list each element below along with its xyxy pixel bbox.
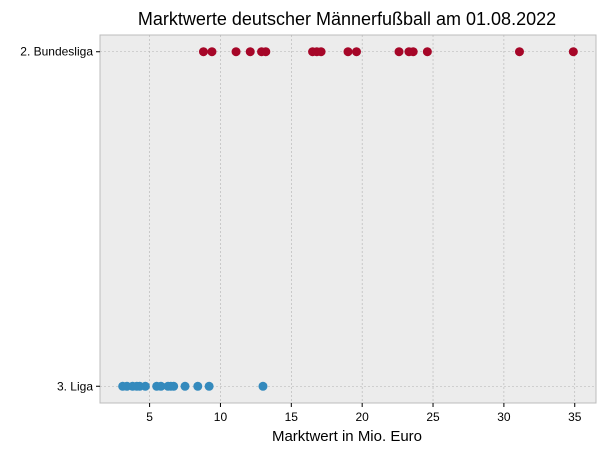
x-tick-label: 30 xyxy=(497,410,511,424)
data-point xyxy=(261,47,271,57)
data-point xyxy=(193,381,203,391)
data-point xyxy=(343,47,353,57)
data-point xyxy=(231,47,241,57)
data-point xyxy=(180,381,190,391)
y-tick-label: 3. Liga xyxy=(57,379,93,393)
data-point xyxy=(568,47,578,57)
x-tick-label: 20 xyxy=(355,410,369,424)
data-point xyxy=(169,381,179,391)
data-point xyxy=(156,381,166,391)
x-tick-label: 15 xyxy=(285,410,299,424)
x-tick-label: 25 xyxy=(426,410,440,424)
x-axis-label: Marktwert in Mio. Euro xyxy=(272,428,422,445)
x-tick-label: 5 xyxy=(146,410,153,424)
x-tick-label: 35 xyxy=(568,410,582,424)
data-points xyxy=(118,47,578,391)
data-point xyxy=(352,47,362,57)
data-point xyxy=(204,381,214,391)
data-point xyxy=(408,47,418,57)
x-tick-label: 10 xyxy=(214,410,228,424)
data-point xyxy=(245,47,255,57)
data-point xyxy=(394,47,404,57)
data-point xyxy=(140,381,150,391)
data-point xyxy=(514,47,524,57)
plot-area xyxy=(99,34,597,404)
data-point xyxy=(316,47,326,57)
data-point xyxy=(258,381,268,391)
data-point xyxy=(422,47,432,57)
chart-title: Marktwerte deutscher Männerfußball am 01… xyxy=(138,9,556,29)
data-point xyxy=(207,47,217,57)
y-tick-label: 2. Bundesliga xyxy=(20,45,93,59)
data-point xyxy=(198,47,208,57)
axis-ticks: 5 10 15 20 25 30 35 3. Liga 2. Bundesliga xyxy=(20,45,581,424)
